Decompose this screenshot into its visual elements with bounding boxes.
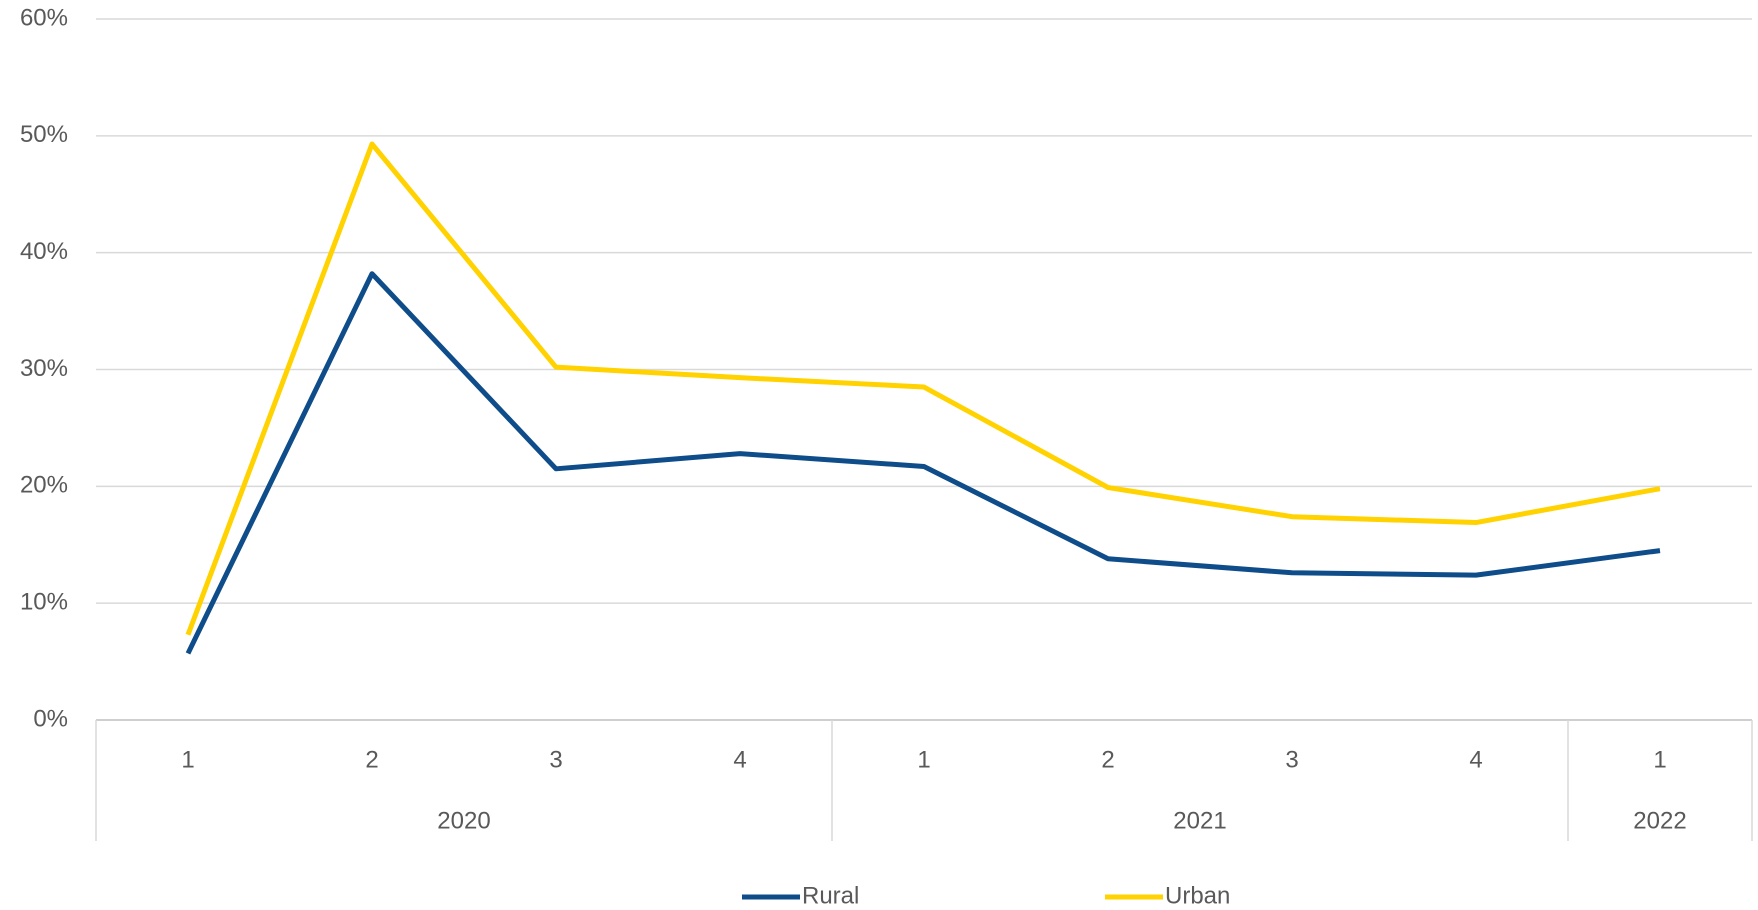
- y-tick-label: 20%: [20, 472, 68, 499]
- y-tick-label: 60%: [20, 4, 68, 31]
- x-group-label: 2020: [437, 807, 490, 834]
- series-line: [185, 141, 1661, 636]
- y-tick-label: 30%: [20, 355, 68, 382]
- x-tick-label: 4: [1469, 746, 1482, 773]
- x-tick-label: 1: [917, 746, 930, 773]
- y-tick-label: 50%: [20, 121, 68, 148]
- x-tick-label: 3: [549, 746, 562, 773]
- x-group-label: 2022: [1633, 807, 1686, 834]
- x-group-label: 2021: [1173, 807, 1226, 834]
- x-tick-label: 4: [733, 746, 746, 773]
- y-tick-label: 0%: [33, 705, 68, 732]
- legend-label: Urban: [1165, 882, 1230, 909]
- x-tick-label: 2: [365, 746, 378, 773]
- y-tick-label: 40%: [20, 238, 68, 265]
- x-tick-label: 3: [1285, 746, 1298, 773]
- y-tick-label: 10%: [20, 589, 68, 616]
- series-line: [185, 271, 1661, 655]
- x-tick-label: 1: [181, 746, 194, 773]
- x-tick-label: 2: [1101, 746, 1114, 773]
- x-tick-label: 1: [1653, 746, 1666, 773]
- legend-label: Rural: [802, 882, 859, 909]
